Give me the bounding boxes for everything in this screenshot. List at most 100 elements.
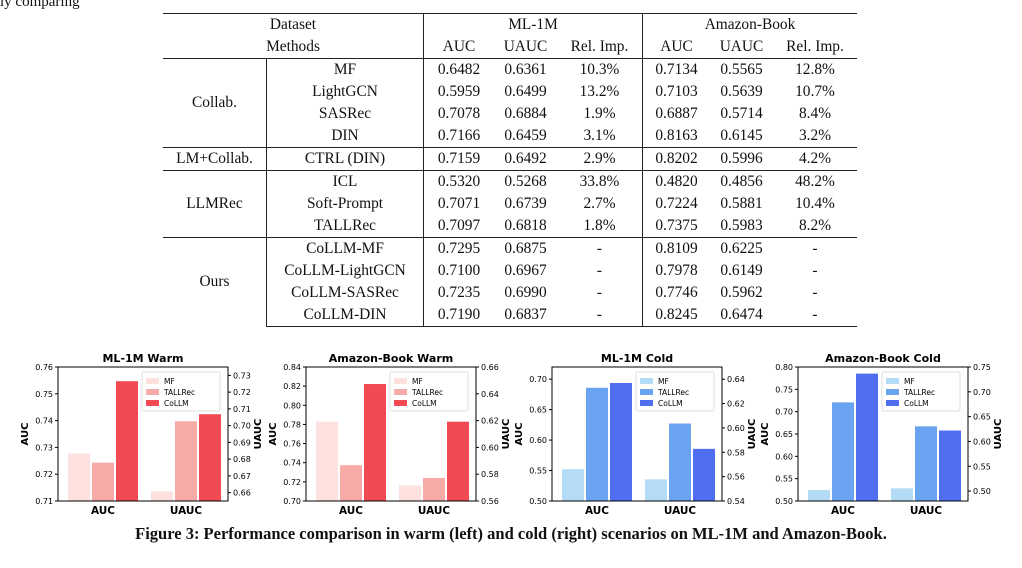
method-name: DIN	[266, 125, 424, 148]
legend-label: TALLRec	[163, 388, 195, 397]
group-label: LM+Collab.	[163, 147, 267, 171]
y-tick-label: 0.70	[529, 375, 547, 384]
bar-tallrec-auc	[586, 387, 608, 501]
table-cell: 0.6492	[494, 147, 557, 171]
y-tick-label: 0.50	[529, 497, 547, 506]
bar-collm-uauc	[939, 430, 961, 501]
y-tick-label: 0.70	[775, 408, 793, 417]
y2-tick-label: 0.71	[233, 405, 251, 414]
legend-swatch	[886, 389, 899, 395]
table-cell: 13.2%	[557, 81, 643, 103]
table-cell: -	[773, 237, 857, 260]
y-tick-label: 0.78	[283, 420, 301, 429]
x-tick-label: UAUC	[170, 505, 203, 517]
y-tick-label: 0.80	[283, 401, 301, 410]
legend-label: MF	[904, 377, 915, 386]
legend-label: MF	[412, 377, 423, 386]
legend-swatch	[394, 378, 407, 384]
legend-label: CoLLM	[412, 399, 437, 408]
bar-tallrec-uauc	[915, 426, 937, 501]
method-name: CTRL (DIN)	[266, 147, 424, 171]
table-cell: 0.7375	[655, 217, 698, 234]
y2-tick-label: 0.73	[233, 371, 251, 380]
bar-collm-auc	[116, 381, 138, 501]
table-cell: 0.6149	[720, 262, 763, 279]
chart-title: Amazon-Book Warm	[329, 352, 453, 365]
y2-tick-label: 0.64	[481, 390, 499, 399]
table-cell: 0.8202	[642, 147, 710, 171]
y-tick-label: 0.76	[35, 363, 53, 372]
method-name: CoLLM-MF	[266, 237, 424, 260]
table-cell: 0.6887	[655, 105, 698, 122]
table-cell: 0.5983	[720, 217, 763, 234]
table-cell: 0.7235	[437, 284, 481, 301]
table-cell: 33.8%	[557, 170, 643, 193]
y-tick-label: 0.50	[775, 497, 793, 506]
bar-charts-row: ML-1M Warm 0.71 0.72 0.73 0.74 0.75 0.76 0.66 0.…	[0, 350, 1022, 520]
table-cell: 0.6474	[710, 304, 773, 327]
chart-title: ML-1M Cold	[601, 352, 673, 365]
group-label: LLMRec	[163, 170, 267, 238]
y-tick-label: 0.75	[775, 385, 793, 394]
table-cell: 10.4%	[795, 195, 835, 212]
y2-tick-label: 0.62	[481, 417, 499, 426]
table-cell: 0.7103	[655, 83, 698, 100]
chart-ml1m-cold: ML-1M Cold 0.50 0.55 0.60 0.65 0.70 0.54 0.56 0.…	[514, 352, 758, 517]
y2-tick-label: 0.69	[233, 438, 251, 447]
table-cell: 0.7224	[655, 195, 698, 212]
header-amazon-book: Amazon-Book	[642, 13, 857, 36]
y2-tick-label: 0.70	[973, 388, 991, 397]
table-cell: 0.5639	[720, 83, 763, 100]
x-tick-label: AUC	[339, 505, 363, 517]
y2-tick-label: 0.60	[481, 443, 499, 452]
bar-mf-auc	[808, 490, 830, 501]
chart-ml1m-warm: ML-1M Warm 0.71 0.72 0.73 0.74 0.75 0.76 0.66 0.…	[20, 352, 264, 517]
table-cell: 8.2%	[798, 217, 832, 234]
table-cell: 10.7%	[795, 83, 835, 100]
chart-amazon-book-cold: Amazon-Book Cold 0.50 0.55 0.60 0.65 0.70 0.75…	[760, 352, 1004, 517]
y2-tick-label: 0.67	[233, 472, 251, 481]
legend-label: CoLLM	[904, 399, 929, 408]
bar-mf-uauc	[399, 485, 421, 501]
y2-tick-label: 0.56	[481, 497, 499, 506]
y2-tick-label: 0.50	[973, 487, 991, 496]
y2-tick-label: 0.65	[973, 413, 991, 422]
results-table: Dataset ML-1M Amazon-Book Methods AUC UA…	[163, 13, 857, 327]
method-name: LightGCN	[266, 81, 424, 103]
table-cell: 2.7%	[557, 193, 643, 215]
x-tick-label: AUC	[91, 505, 115, 517]
legend-box	[881, 371, 961, 412]
y-tick-label: 0.71	[35, 497, 53, 506]
legend-swatch	[640, 389, 653, 395]
bar-mf-auc	[316, 421, 338, 501]
method-name: ICL	[266, 170, 424, 193]
table-cell: -	[557, 282, 643, 304]
bar-collm-uauc	[447, 421, 469, 501]
legend-swatch	[146, 378, 159, 384]
table-cell: 4.2%	[773, 147, 857, 171]
x-tick-label: AUC	[585, 505, 609, 517]
table-cell: 0.7159	[423, 147, 494, 171]
table-cell: 0.7978	[655, 262, 698, 279]
y-tick-label: 0.70	[283, 497, 301, 506]
y2-tick-label: 0.68	[233, 455, 251, 464]
header-dataset: Dataset	[163, 13, 424, 36]
table-cell: 0.6499	[504, 83, 547, 100]
table-cell: 0.5268	[494, 170, 557, 193]
y2-axis-label: UAUC	[993, 419, 1004, 450]
bar-tallrec-auc	[340, 465, 362, 501]
method-name: Soft-Prompt	[266, 193, 424, 215]
table-cell: -	[773, 304, 857, 327]
table-cell: 0.6875	[494, 237, 557, 260]
y-tick-label: 0.55	[529, 467, 547, 476]
table-cell: 0.5959	[437, 83, 481, 100]
bar-mf-uauc	[151, 491, 173, 501]
y2-tick-label: 0.75	[973, 363, 991, 372]
x-tick-label: UAUC	[664, 505, 697, 517]
chart-title: ML-1M Warm	[102, 352, 183, 365]
bar-collm-uauc	[693, 448, 715, 501]
table-cell: 3.1%	[557, 125, 643, 148]
table-cell: 0.7100	[437, 262, 481, 279]
table-cell: 0.6225	[710, 237, 773, 260]
y-tick-label: 0.74	[35, 417, 53, 426]
